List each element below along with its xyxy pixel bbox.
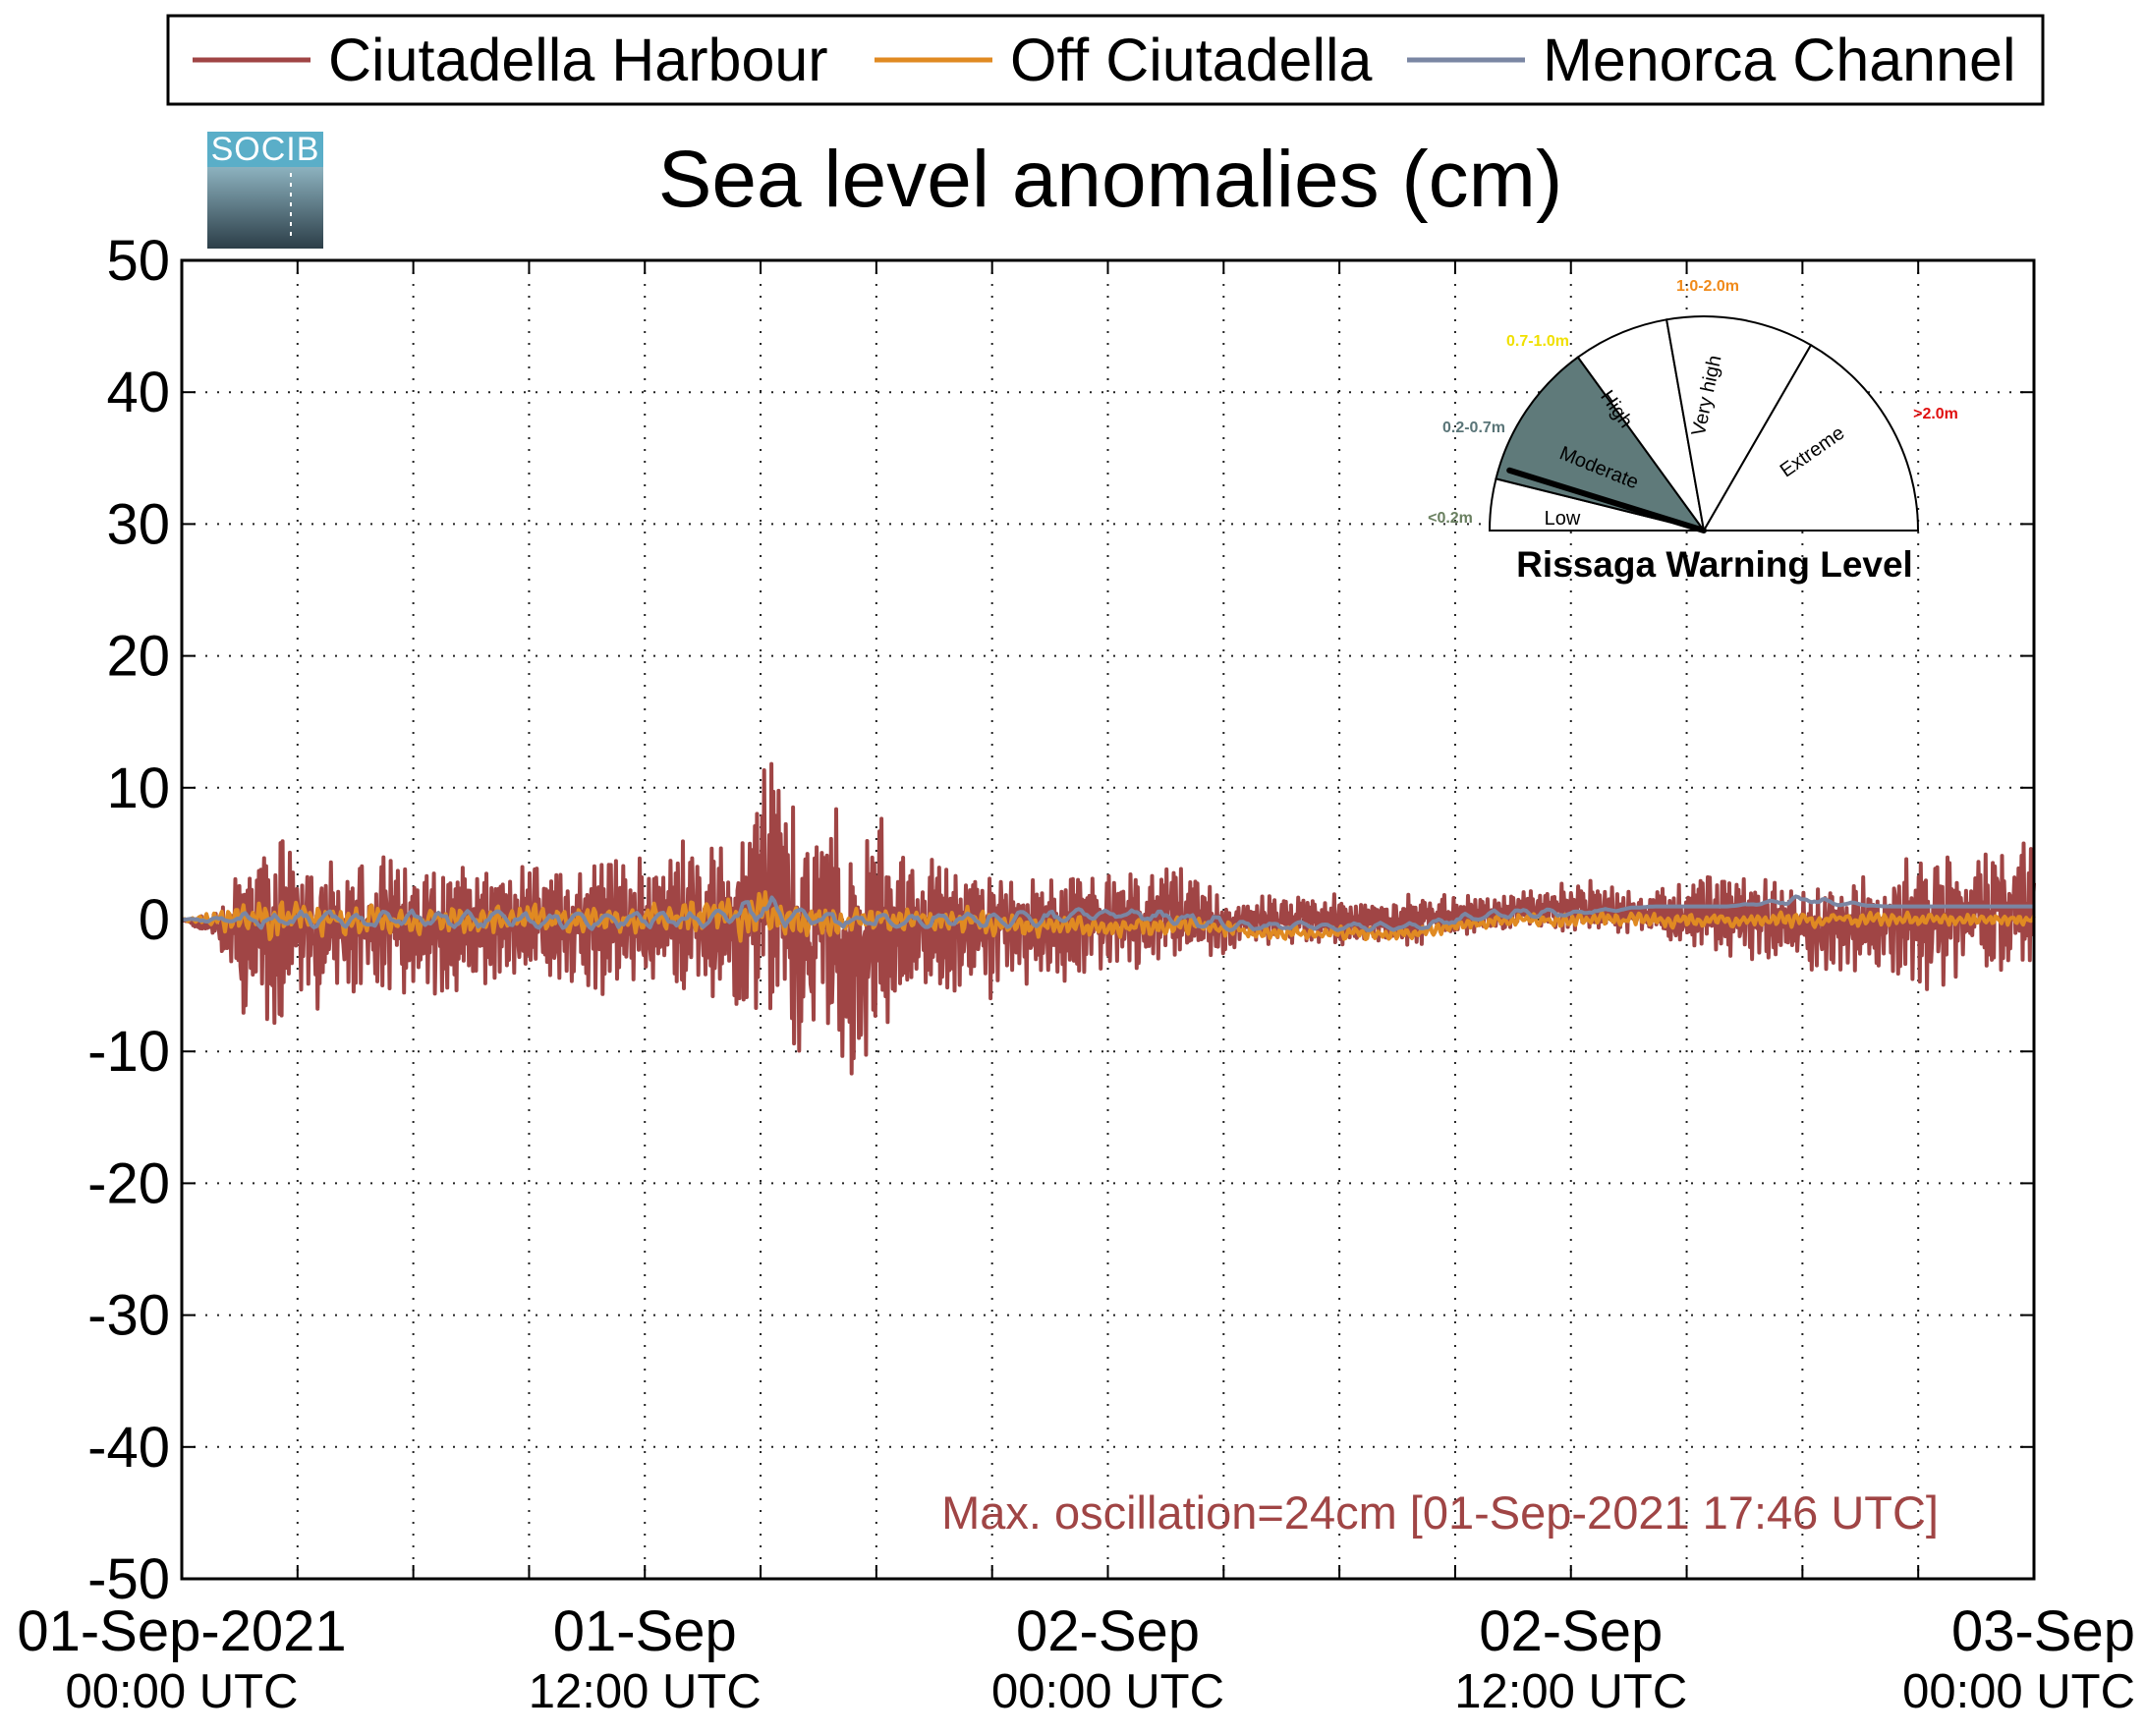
- gauge-sectors: [1488, 315, 1920, 533]
- gauge-sector: [1576, 318, 1705, 532]
- y-tick-label: -50: [87, 1547, 170, 1611]
- y-tick-label: 30: [106, 492, 170, 556]
- legend-label-menorca-channel: Menorca Channel: [1543, 27, 2016, 93]
- gauge-needle: [1506, 467, 1707, 533]
- gauge-range-label: 0.7-1.0m: [1506, 333, 1569, 350]
- y-tick-label: -40: [87, 1416, 170, 1480]
- legend-item-off-ciutadella: Off Ciutadella: [875, 27, 1373, 93]
- gauge-sector: [1665, 315, 1813, 533]
- gauge-range-label: >2.0m: [1913, 406, 1958, 422]
- legend-label-ciutadella-harbour: Ciutadella Harbour: [328, 27, 828, 93]
- chart-title: Sea level anomalies (cm): [658, 135, 1563, 224]
- plot-border: [180, 258, 2036, 1581]
- x-tick-label-time: 00:00 UTC: [66, 1665, 299, 1718]
- y-tick-label: 50: [106, 229, 170, 293]
- gauge-sector: [1495, 356, 1707, 532]
- y-tick-label: -10: [87, 1020, 170, 1084]
- logo-band: [207, 132, 323, 167]
- x-tick-label-time: 12:00 UTC: [1454, 1665, 1687, 1718]
- series-line-off-ciutadella: [181, 890, 2036, 943]
- y-tick-label: -20: [87, 1151, 170, 1215]
- legend-item-menorca-channel: Menorca Channel: [1407, 27, 2016, 93]
- gauge-range-label: 1.0-2.0m: [1676, 278, 1739, 295]
- x-tick-label-date: 01-Sep-2021: [17, 1599, 346, 1663]
- gauge-sector: [1702, 343, 1920, 532]
- series-line-ciutadella-harbour: [181, 761, 2036, 1076]
- series-lines: [181, 761, 2036, 1076]
- logo-text: SOCIB: [211, 131, 320, 168]
- gauge-range-label: 0.2-0.7m: [1442, 420, 1505, 436]
- gauge-title: Rissaga Warning Level: [1516, 544, 1913, 585]
- x-tick-label-date: 02-Sep: [1479, 1599, 1663, 1663]
- x-tick-label-date: 02-Sep: [1016, 1599, 1200, 1663]
- legend-item-ciutadella-harbour: Ciutadella Harbour: [193, 27, 828, 93]
- legend-label-off-ciutadella: Off Ciutadella: [1010, 27, 1373, 93]
- x-tick-label-time: 00:00 UTC: [991, 1665, 1224, 1718]
- x-tick-label-date: 01-Sep: [553, 1599, 737, 1663]
- legend-box: [166, 14, 2045, 106]
- socib-logo: SOCIB: [207, 131, 323, 249]
- series-line-menorca-channel: [182, 894, 2034, 932]
- gauge-range-label: <0.2m: [1428, 510, 1473, 527]
- x-tick-label-date: 03-Sep: [1951, 1599, 2135, 1663]
- y-tick-label: 0: [139, 888, 170, 952]
- legend: Ciutadella Harbour Off Ciutadella Menorc…: [166, 14, 2045, 106]
- y-tick-label: -30: [87, 1284, 170, 1348]
- x-tick-label-time: 00:00 UTC: [1902, 1665, 2135, 1718]
- max-oscillation-annotation: Max. oscillation=24cm [01-Sep-2021 17:46…: [941, 1486, 1939, 1539]
- y-axis-labels: 50 40 30 20 10 0 -10 -20 -30 -40 -50: [87, 229, 170, 1611]
- y-tick-label: 10: [106, 756, 170, 820]
- x-tick-label-time: 12:00 UTC: [529, 1665, 762, 1718]
- gauge-segment-label: Low: [1545, 508, 1581, 530]
- y-tick-label: 20: [106, 625, 170, 689]
- y-tick-label: 40: [106, 361, 170, 424]
- logo-mark: [207, 165, 323, 249]
